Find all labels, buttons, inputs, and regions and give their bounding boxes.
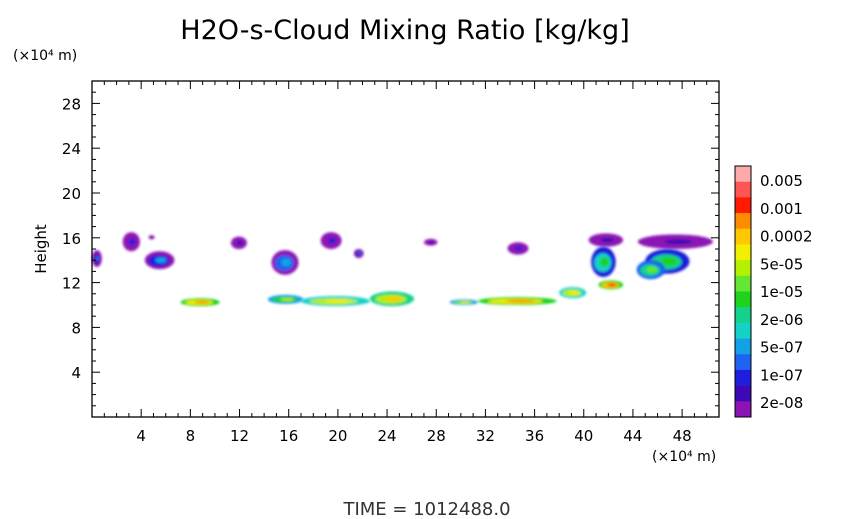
colorbar-segment — [735, 166, 751, 182]
colorbar-label: 2e-06 — [760, 311, 803, 329]
colorbar-segment — [735, 244, 751, 261]
time-label: TIME = 1012488.0 — [342, 499, 510, 519]
data-region — [369, 291, 415, 307]
colorbar-segment — [735, 275, 751, 292]
colorbar-labels: 0.005 0.001 0.0002 5e-05 1e-05 2e-06 5e-07 1e-0… — [760, 172, 813, 412]
colorbar-segment — [735, 197, 751, 214]
colorbar-segment — [735, 228, 751, 245]
colorbar-segment — [735, 385, 751, 402]
data-region — [449, 299, 479, 306]
y-tick-label: 28 — [62, 95, 81, 113]
data-region — [320, 232, 342, 250]
x-tick-label: 12 — [230, 427, 249, 445]
colorbar-label: 5e-05 — [760, 255, 803, 273]
x-tick-label: 28 — [427, 427, 446, 445]
data-region — [301, 296, 370, 307]
data-region — [478, 297, 557, 305]
y-tick-label: 20 — [62, 185, 81, 203]
colorbar-segment — [735, 260, 751, 277]
colorbar-segment — [735, 322, 751, 339]
colorbar-frame — [734, 165, 752, 418]
data-region — [353, 249, 364, 258]
x-tick-label: 44 — [623, 427, 642, 445]
chart-title: H2O-s-Cloud Mixing Ratio [kg/kg] — [180, 15, 629, 46]
colorbar-label: 2e-08 — [760, 394, 803, 412]
data-region — [637, 234, 713, 249]
y-tick-label: 8 — [71, 319, 81, 337]
y-tick-label: 24 — [62, 140, 81, 158]
colorbar — [734, 165, 752, 418]
data-region — [122, 232, 140, 252]
x-tick-label: 24 — [378, 427, 397, 445]
x-tick-label: 32 — [476, 427, 495, 445]
y-tick-label: 16 — [62, 230, 81, 248]
data-region — [636, 260, 665, 280]
data-region — [588, 233, 624, 247]
colorbar-label: 1e-07 — [760, 366, 803, 384]
data-region — [144, 251, 175, 270]
colorbar-segment — [735, 291, 751, 308]
data-region — [148, 235, 155, 240]
data-region — [92, 250, 102, 267]
x-tick-label: 8 — [186, 427, 196, 445]
colorbar-segment — [735, 307, 751, 324]
x-tick-label: 40 — [574, 427, 593, 445]
y-tick-label: 12 — [62, 275, 81, 293]
colorbar-segment — [735, 354, 751, 371]
data-region — [559, 287, 587, 299]
colorbar-label: 1e-05 — [760, 283, 803, 301]
colorbar-segment — [735, 369, 751, 386]
data-region — [271, 250, 299, 275]
y-axis-label: Height — [32, 224, 50, 274]
data-region — [591, 246, 616, 277]
colorbar-label: 0.005 — [760, 172, 803, 190]
colorbar-segment — [735, 401, 751, 418]
colorbar-label: 0.001 — [760, 200, 803, 218]
plot-frame — [91, 80, 720, 418]
axis-ticks — [92, 81, 719, 417]
x-tick-label: 16 — [279, 427, 298, 445]
data-region — [507, 242, 529, 255]
data-region — [423, 238, 438, 246]
colorbar-segment — [735, 181, 751, 198]
x-axis-unit: (×10⁴ m) — [652, 449, 716, 465]
x-tick-label: 48 — [673, 427, 692, 445]
y-tick-label: 4 — [71, 364, 81, 382]
y-tick-labels: 4 8 12 16 20 24 28 — [62, 95, 81, 382]
x-tick-label: 20 — [328, 427, 347, 445]
data-region — [230, 236, 247, 249]
x-tick-labels: 4 8 12 16 20 24 28 32 36 40 44 48 — [136, 427, 691, 445]
data-regions — [92, 232, 713, 307]
data-region — [267, 294, 304, 304]
data-region — [598, 280, 624, 290]
x-tick-label: 4 — [136, 427, 146, 445]
colorbar-segment — [735, 213, 751, 230]
colorbar-label: 0.0002 — [760, 228, 813, 246]
data-region — [180, 298, 220, 307]
y-axis-unit: (×10⁴ m) — [13, 48, 77, 64]
colorbar-segment — [735, 338, 751, 355]
x-tick-label: 36 — [525, 427, 544, 445]
colorbar-label: 5e-07 — [760, 339, 803, 357]
